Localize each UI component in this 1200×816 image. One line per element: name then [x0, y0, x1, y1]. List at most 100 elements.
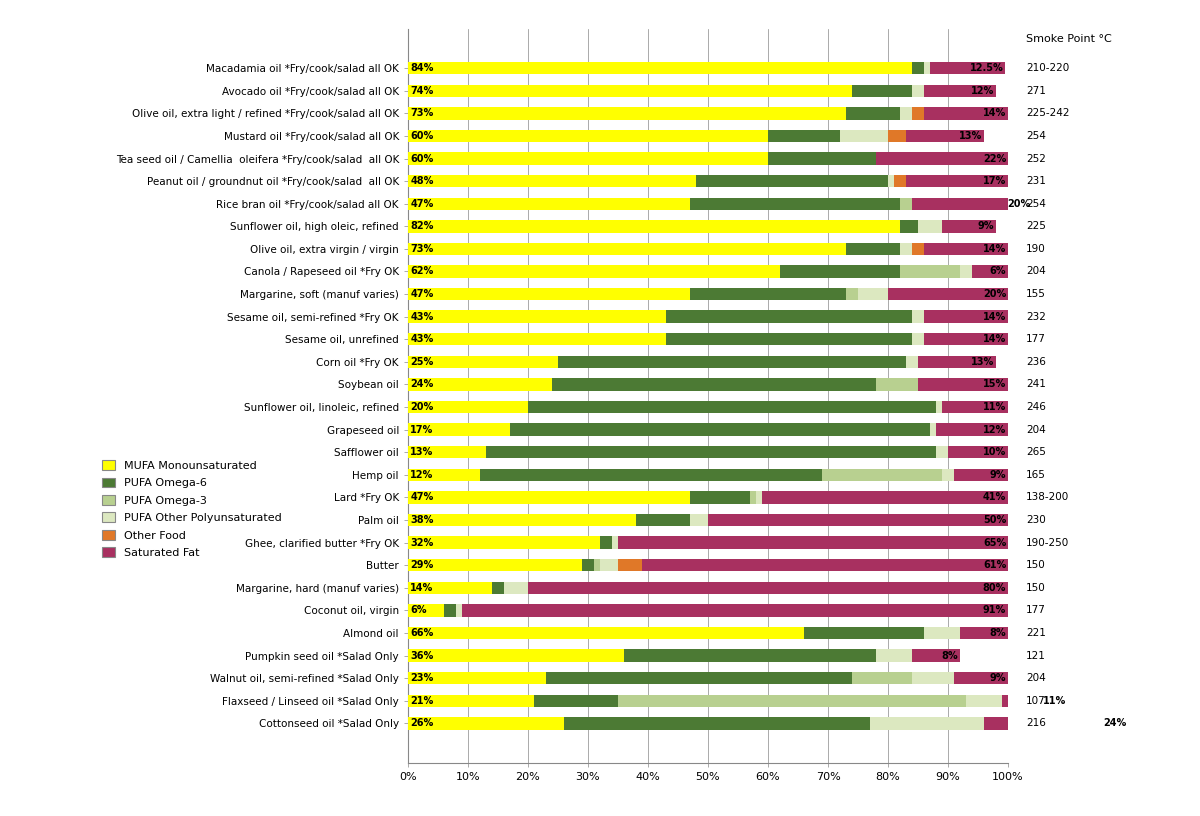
Text: 11%: 11%: [983, 402, 1007, 412]
Text: 150: 150: [1026, 583, 1045, 592]
Bar: [408, 379, 552, 391]
Text: 221: 221: [1026, 628, 1046, 638]
Bar: [912, 242, 924, 255]
Bar: [408, 717, 564, 730]
Bar: [552, 379, 876, 391]
Bar: [408, 446, 486, 459]
Text: 230: 230: [1026, 515, 1045, 525]
Text: 216: 216: [1026, 718, 1046, 729]
Bar: [618, 536, 1008, 549]
Bar: [408, 242, 846, 255]
Text: 12%: 12%: [971, 86, 995, 95]
Bar: [504, 582, 528, 594]
Text: 8%: 8%: [942, 650, 959, 661]
Bar: [690, 491, 750, 503]
Text: 12%: 12%: [410, 470, 433, 480]
Text: 20%: 20%: [1007, 199, 1030, 209]
Bar: [912, 310, 924, 323]
Bar: [690, 197, 900, 210]
Bar: [846, 107, 900, 120]
Bar: [894, 175, 906, 188]
Bar: [696, 175, 888, 188]
Bar: [690, 288, 846, 300]
Bar: [912, 650, 960, 662]
Bar: [408, 107, 846, 120]
Bar: [870, 717, 984, 730]
Bar: [534, 694, 618, 707]
Text: 6%: 6%: [410, 605, 427, 615]
Bar: [858, 288, 888, 300]
Text: 12.5%: 12.5%: [970, 63, 1003, 73]
Bar: [948, 446, 1008, 459]
Bar: [912, 62, 924, 74]
Text: 236: 236: [1026, 357, 1046, 367]
Bar: [480, 468, 822, 481]
Text: 14%: 14%: [983, 312, 1007, 322]
Text: 43%: 43%: [410, 335, 433, 344]
Bar: [636, 514, 690, 526]
Bar: [528, 582, 1008, 594]
Text: 14%: 14%: [983, 109, 1007, 118]
Text: 210-220: 210-220: [1026, 63, 1069, 73]
Text: 91%: 91%: [983, 605, 1007, 615]
Bar: [408, 175, 696, 188]
Bar: [666, 333, 912, 345]
Bar: [408, 424, 510, 436]
Bar: [408, 85, 852, 97]
Bar: [408, 468, 480, 481]
Text: 204: 204: [1026, 673, 1045, 683]
Text: 252: 252: [1026, 153, 1046, 163]
Bar: [618, 559, 642, 571]
Bar: [966, 694, 1002, 707]
Text: 13%: 13%: [959, 131, 983, 141]
Text: 190-250: 190-250: [1026, 538, 1069, 548]
Text: 12%: 12%: [983, 424, 1007, 435]
Bar: [408, 220, 900, 233]
Bar: [600, 559, 618, 571]
Bar: [594, 559, 600, 571]
Bar: [408, 288, 690, 300]
Bar: [936, 401, 942, 413]
Text: 9%: 9%: [990, 673, 1007, 683]
Text: 84%: 84%: [410, 63, 433, 73]
Text: 177: 177: [1026, 335, 1046, 344]
Text: 150: 150: [1026, 561, 1045, 570]
Bar: [408, 333, 666, 345]
Bar: [900, 197, 912, 210]
Bar: [936, 424, 1008, 436]
Bar: [906, 175, 1008, 188]
Text: 177: 177: [1026, 605, 1046, 615]
Bar: [876, 650, 912, 662]
Bar: [444, 604, 456, 617]
Bar: [954, 468, 1008, 481]
Bar: [924, 62, 930, 74]
Text: 48%: 48%: [410, 176, 433, 186]
Bar: [924, 107, 1008, 120]
Bar: [912, 107, 924, 120]
Bar: [408, 604, 444, 617]
Text: 32%: 32%: [410, 538, 433, 548]
Text: 254: 254: [1026, 199, 1046, 209]
Bar: [852, 85, 912, 97]
Text: 23%: 23%: [410, 673, 433, 683]
Bar: [408, 310, 666, 323]
Bar: [612, 536, 618, 549]
Text: 14%: 14%: [410, 583, 433, 592]
Bar: [846, 288, 858, 300]
Bar: [942, 401, 1008, 413]
Legend: MUFA Monounsaturated, PUFA Omega-6, PUFA Omega-3, PUFA Other Polyunsaturated, Ot: MUFA Monounsaturated, PUFA Omega-6, PUFA…: [102, 460, 282, 558]
Bar: [912, 197, 1032, 210]
Text: 13%: 13%: [410, 447, 433, 457]
Text: 74%: 74%: [410, 86, 433, 95]
Bar: [960, 265, 972, 277]
Bar: [600, 536, 612, 549]
Text: 24%: 24%: [1103, 718, 1127, 729]
Text: 60%: 60%: [410, 153, 433, 163]
Bar: [906, 356, 918, 368]
Bar: [408, 197, 690, 210]
Bar: [408, 514, 636, 526]
Bar: [1002, 694, 1068, 707]
Bar: [912, 333, 924, 345]
Text: 50%: 50%: [983, 515, 1007, 525]
Text: 17%: 17%: [983, 176, 1007, 186]
